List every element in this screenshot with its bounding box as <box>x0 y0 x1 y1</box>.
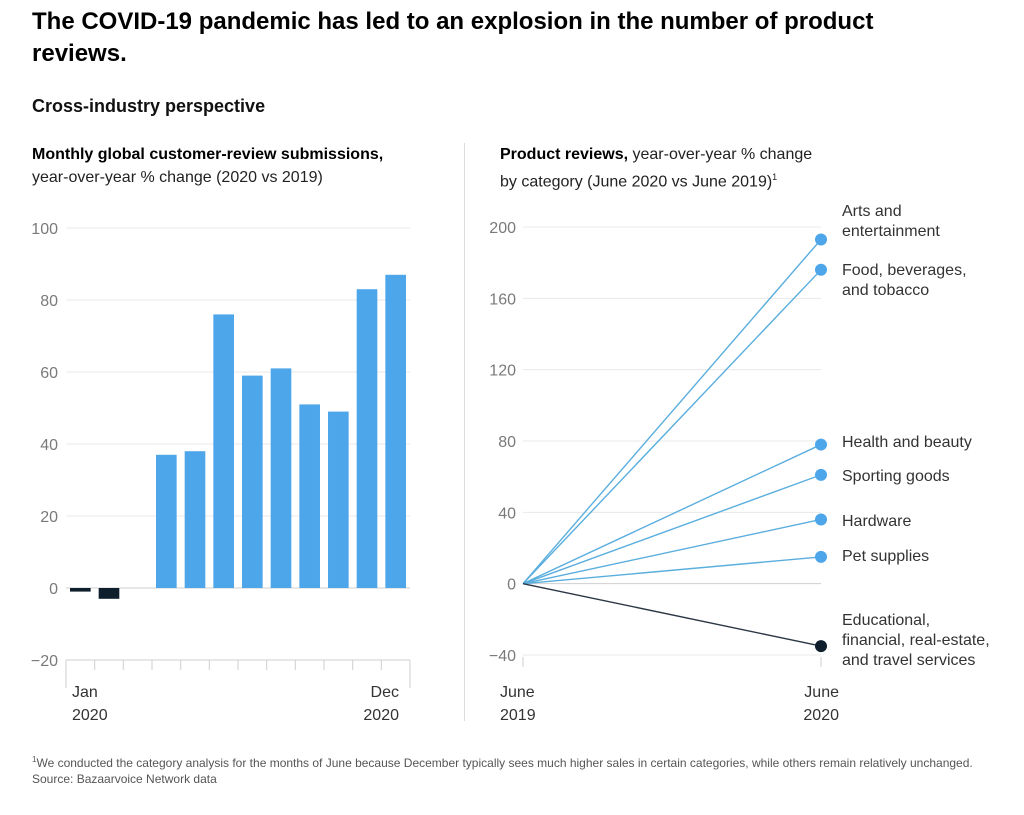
left-chart-title: Monthly global customer-review submissio… <box>32 143 383 189</box>
x-label-start-year: 2019 <box>500 707 536 724</box>
series-point-arts-and-entertainment <box>815 233 827 246</box>
y-tick-label: 200 <box>489 220 516 237</box>
x-label-end-month: Dec <box>371 684 399 701</box>
series-label-arts-and-entertainment: Arts and <box>842 203 902 220</box>
y-tick-label: 0 <box>49 581 58 598</box>
bar-jan <box>70 588 91 592</box>
page-title: The COVID-19 pandemic has led to an expl… <box>32 8 874 67</box>
left-chart-title-bold: Monthly global customer-review submissio… <box>32 146 384 163</box>
bar-apr <box>156 454 177 588</box>
y-tick-label: 120 <box>489 363 516 380</box>
series-label-educational-financial-real-estate-and-travel-services: Educational, <box>842 612 930 629</box>
series-line-hardware <box>522 518 822 585</box>
y-tick-label: 0 <box>507 577 516 594</box>
series-label-sporting-goods: Sporting goods <box>842 468 950 485</box>
bar-jul <box>242 375 263 588</box>
bar-may <box>184 451 206 588</box>
y-tick-label: 60 <box>40 365 58 382</box>
footnote: 1We conducted the category analysis for … <box>32 752 992 787</box>
series-label-hardware: Hardware <box>842 513 911 530</box>
bar-nov <box>356 289 378 588</box>
right-chart-title-rest-1: year-over-year % change <box>628 146 813 163</box>
y-tick-label: −20 <box>31 653 58 670</box>
series-label-food-beverages-and-tobacco: Food, beverages, <box>842 262 967 279</box>
series-label-educational-financial-real-estate-and-travel-services: financial, real-estate, <box>842 632 990 649</box>
bar-sep <box>299 404 320 588</box>
x-label-start-month: June <box>500 684 535 701</box>
bar-aug <box>270 368 292 588</box>
series-point-food-beverages-and-tobacco <box>815 263 827 276</box>
bar-feb <box>98 588 120 599</box>
series-point-health-and-beauty <box>815 438 827 451</box>
y-tick-label: 40 <box>40 437 58 454</box>
series-line-food-beverages-and-tobacco <box>522 269 822 585</box>
series-label-educational-financial-real-estate-and-travel-services: and travel services <box>842 652 975 669</box>
x-label-end-year: 2020 <box>803 707 839 724</box>
series-line-sporting-goods <box>522 474 822 585</box>
series-line-pet-supplies <box>522 556 822 585</box>
y-tick-label: 40 <box>498 505 516 522</box>
series-point-educational-financial-real-estate-and-travel-services <box>815 640 827 653</box>
footnote-mark: 1 <box>772 172 778 182</box>
series-label-food-beverages-and-tobacco: and tobacco <box>842 282 929 299</box>
series-line-arts-and-entertainment <box>522 239 822 585</box>
series-point-hardware <box>815 513 827 526</box>
series-line-educational-financial-real-estate-and-travel-services <box>522 582 822 647</box>
y-tick-label: 100 <box>31 221 58 238</box>
right-chart-title: Product reviews, year-over-year % change… <box>500 143 812 193</box>
page-subtitle: Cross-industry perspective <box>32 96 266 116</box>
x-label-end-month: June <box>804 684 839 701</box>
series-line-health-and-beauty <box>522 443 822 585</box>
x-label-start-year: 2020 <box>72 707 108 724</box>
bar-jun <box>213 314 234 588</box>
series-point-pet-supplies <box>815 550 827 563</box>
series-label-arts-and-entertainment: entertainment <box>842 223 940 240</box>
panel-divider <box>464 143 465 721</box>
series-label-pet-supplies: Pet supplies <box>842 548 929 565</box>
x-label-start-month: Jan <box>72 684 98 701</box>
y-tick-label: 80 <box>40 293 58 310</box>
source-text: Source: Bazaarvoice Network data <box>32 772 217 786</box>
y-tick-label: −40 <box>489 648 516 665</box>
y-tick-label: 20 <box>40 509 58 526</box>
footnote-mark: 1 <box>32 755 37 764</box>
y-tick-label: 160 <box>489 291 516 308</box>
series-label-health-and-beauty: Health and beauty <box>842 434 972 451</box>
x-label-end-year: 2020 <box>363 707 399 724</box>
bar-oct <box>328 411 349 588</box>
right-chart-title-bold: Product reviews, <box>500 146 629 163</box>
bar-dec <box>385 274 406 588</box>
series-point-sporting-goods <box>815 468 827 481</box>
right-chart-title-rest-2: by category (June 2020 vs June 2019) <box>500 173 773 191</box>
y-tick-label: 80 <box>498 434 516 451</box>
footnote-text: 1We conducted the category analysis for … <box>32 755 973 770</box>
left-chart-title-rest: year-over-year % change (2020 vs 2019) <box>32 169 323 186</box>
